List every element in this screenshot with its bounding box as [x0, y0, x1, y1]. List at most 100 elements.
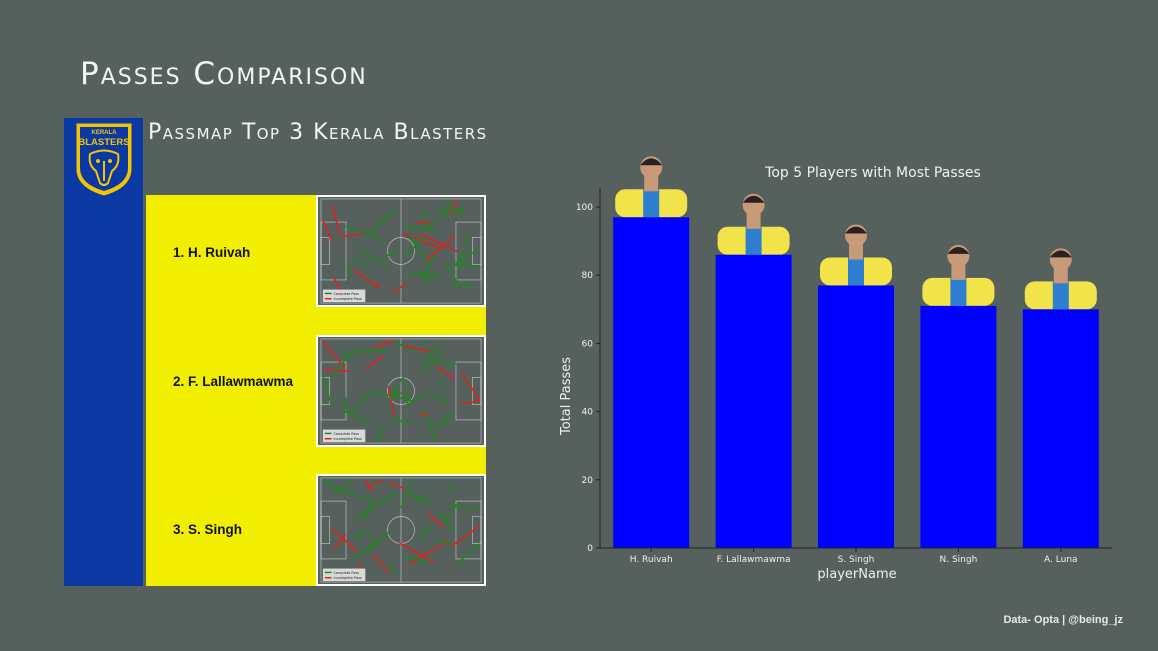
team-color-strip [64, 118, 143, 586]
complete-pass-arrow [342, 479, 353, 487]
complete-pass-arrow [409, 493, 433, 504]
incomplete-pass-arrow [387, 386, 395, 417]
passmap-pitch-1: Complete Pass Incomplete Pass [316, 195, 486, 307]
incomplete-pass-arrow [332, 534, 347, 550]
legend-incomplete-label: Incomplete Pass [334, 437, 362, 441]
complete-pass-arrow [352, 257, 371, 268]
complete-pass-arrow [368, 533, 378, 546]
complete-pass-arrow [353, 528, 367, 541]
complete-pass-arrow [352, 544, 375, 560]
passmap-pitch-2: Complete Pass Incomplete Pass [316, 335, 486, 447]
complete-pass-arrow [400, 479, 414, 509]
complete-pass-arrow [455, 248, 479, 264]
incomplete-pass-arrow [331, 528, 359, 553]
bar-chart: Top 5 Players with Most Passes Total Pas… [559, 156, 1112, 582]
y-tick-label: 20 [582, 476, 594, 486]
incomplete-pass-arrow [392, 283, 406, 293]
logo-main-text: BLASTERS [78, 137, 129, 148]
passmap-label-2: 2. F. Lallawmawma [173, 374, 294, 389]
passmap-subtitle: Passmap Top 3 Kerala Blasters [148, 120, 488, 145]
complete-pass-arrow [448, 503, 479, 511]
complete-pass-arrow [347, 391, 375, 416]
complete-pass-arrow [448, 484, 460, 490]
passmap-label-1: 1. H. Ruivah [173, 245, 251, 260]
complete-pass-arrow [410, 393, 426, 403]
y-tick-label: 40 [582, 408, 594, 418]
complete-pass-arrow [346, 263, 351, 277]
player-photo [820, 224, 892, 286]
chart-xlabel: playerName [817, 567, 896, 582]
incomplete-pass-arrow [365, 355, 383, 370]
y-tick-label: 60 [582, 339, 594, 349]
complete-pass-arrow [388, 374, 406, 399]
complete-pass-arrow [464, 235, 470, 248]
player-photo [717, 193, 790, 255]
player-photo [922, 244, 995, 306]
complete-pass-arrow [417, 272, 434, 281]
complete-pass-arrow [330, 352, 351, 379]
logo-top-text: KERALA [92, 130, 118, 136]
complete-pass-arrow [358, 249, 388, 268]
incomplete-pass-arrow [372, 554, 390, 574]
incomplete-pass-arrow [342, 232, 366, 238]
chart-ylabel: Total Passes [559, 357, 574, 436]
complete-pass-arrow [433, 540, 450, 544]
complete-pass-arrow [438, 380, 447, 391]
incomplete-pass-arrow [460, 372, 480, 400]
complete-pass-arrow [407, 272, 441, 276]
legend-incomplete-label: Incomplete Pass [334, 297, 362, 301]
complete-pass-arrow [341, 409, 369, 423]
x-tick-label: F. Lallawmawma [717, 555, 791, 565]
incomplete-pass-arrow [374, 340, 395, 348]
complete-pass-arrow [391, 418, 413, 425]
complete-pass-arrow [423, 208, 453, 231]
complete-pass-arrow [458, 250, 464, 273]
legend-incomplete-label: Incomplete Pass [334, 576, 362, 580]
incomplete-pass-arrow [402, 345, 430, 352]
bar [818, 285, 894, 548]
complete-pass-arrow [427, 392, 449, 403]
complete-pass-arrow [323, 479, 345, 492]
complete-pass-arrow [342, 353, 353, 357]
page-title: Passes Comparison [80, 56, 368, 92]
complete-pass-arrow [403, 555, 429, 563]
complete-pass-arrow [438, 511, 455, 532]
complete-pass-arrow [422, 249, 437, 279]
bar [613, 217, 690, 548]
passmap-label-3: 3. S. Singh [173, 522, 243, 537]
incomplete-pass-arrow [399, 542, 435, 564]
bar [1022, 309, 1099, 548]
chart-title: Top 5 Players with Most Passes [764, 165, 981, 181]
complete-pass-arrow [366, 530, 391, 553]
legend-complete-label: Complete Pass [334, 571, 360, 575]
complete-pass-arrow [354, 492, 397, 520]
complete-pass-arrow [377, 424, 382, 442]
incomplete-pass-arrow [418, 412, 429, 416]
player-photo [615, 156, 688, 218]
x-tick-label: A. Luna [1044, 555, 1078, 565]
complete-pass-arrow [403, 235, 426, 259]
player-photo [1024, 248, 1097, 310]
legend-complete-label: Complete Pass [334, 432, 360, 436]
y-tick-label: 80 [582, 271, 594, 281]
complete-pass-arrow [452, 283, 476, 288]
complete-pass-arrow [422, 210, 426, 224]
incomplete-pass-arrow [461, 399, 480, 405]
incomplete-pass-arrow [322, 218, 333, 242]
y-tick-label: 0 [587, 544, 593, 554]
legend-complete-label: Complete Pass [334, 292, 360, 296]
complete-pass-arrow [322, 375, 333, 405]
incomplete-pass-arrow [414, 221, 431, 224]
complete-pass-arrow [420, 350, 444, 372]
incomplete-pass-arrow [353, 269, 379, 289]
complete-pass-arrow [458, 518, 462, 521]
incomplete-pass-arrow [322, 340, 345, 368]
bar [920, 305, 997, 548]
incomplete-pass-arrow [331, 205, 341, 237]
complete-pass-arrow [404, 224, 436, 231]
complete-pass-arrow [348, 350, 387, 353]
complete-pass-arrow [387, 564, 396, 575]
incomplete-pass-arrow [420, 233, 458, 252]
complete-pass-arrow [419, 524, 433, 541]
